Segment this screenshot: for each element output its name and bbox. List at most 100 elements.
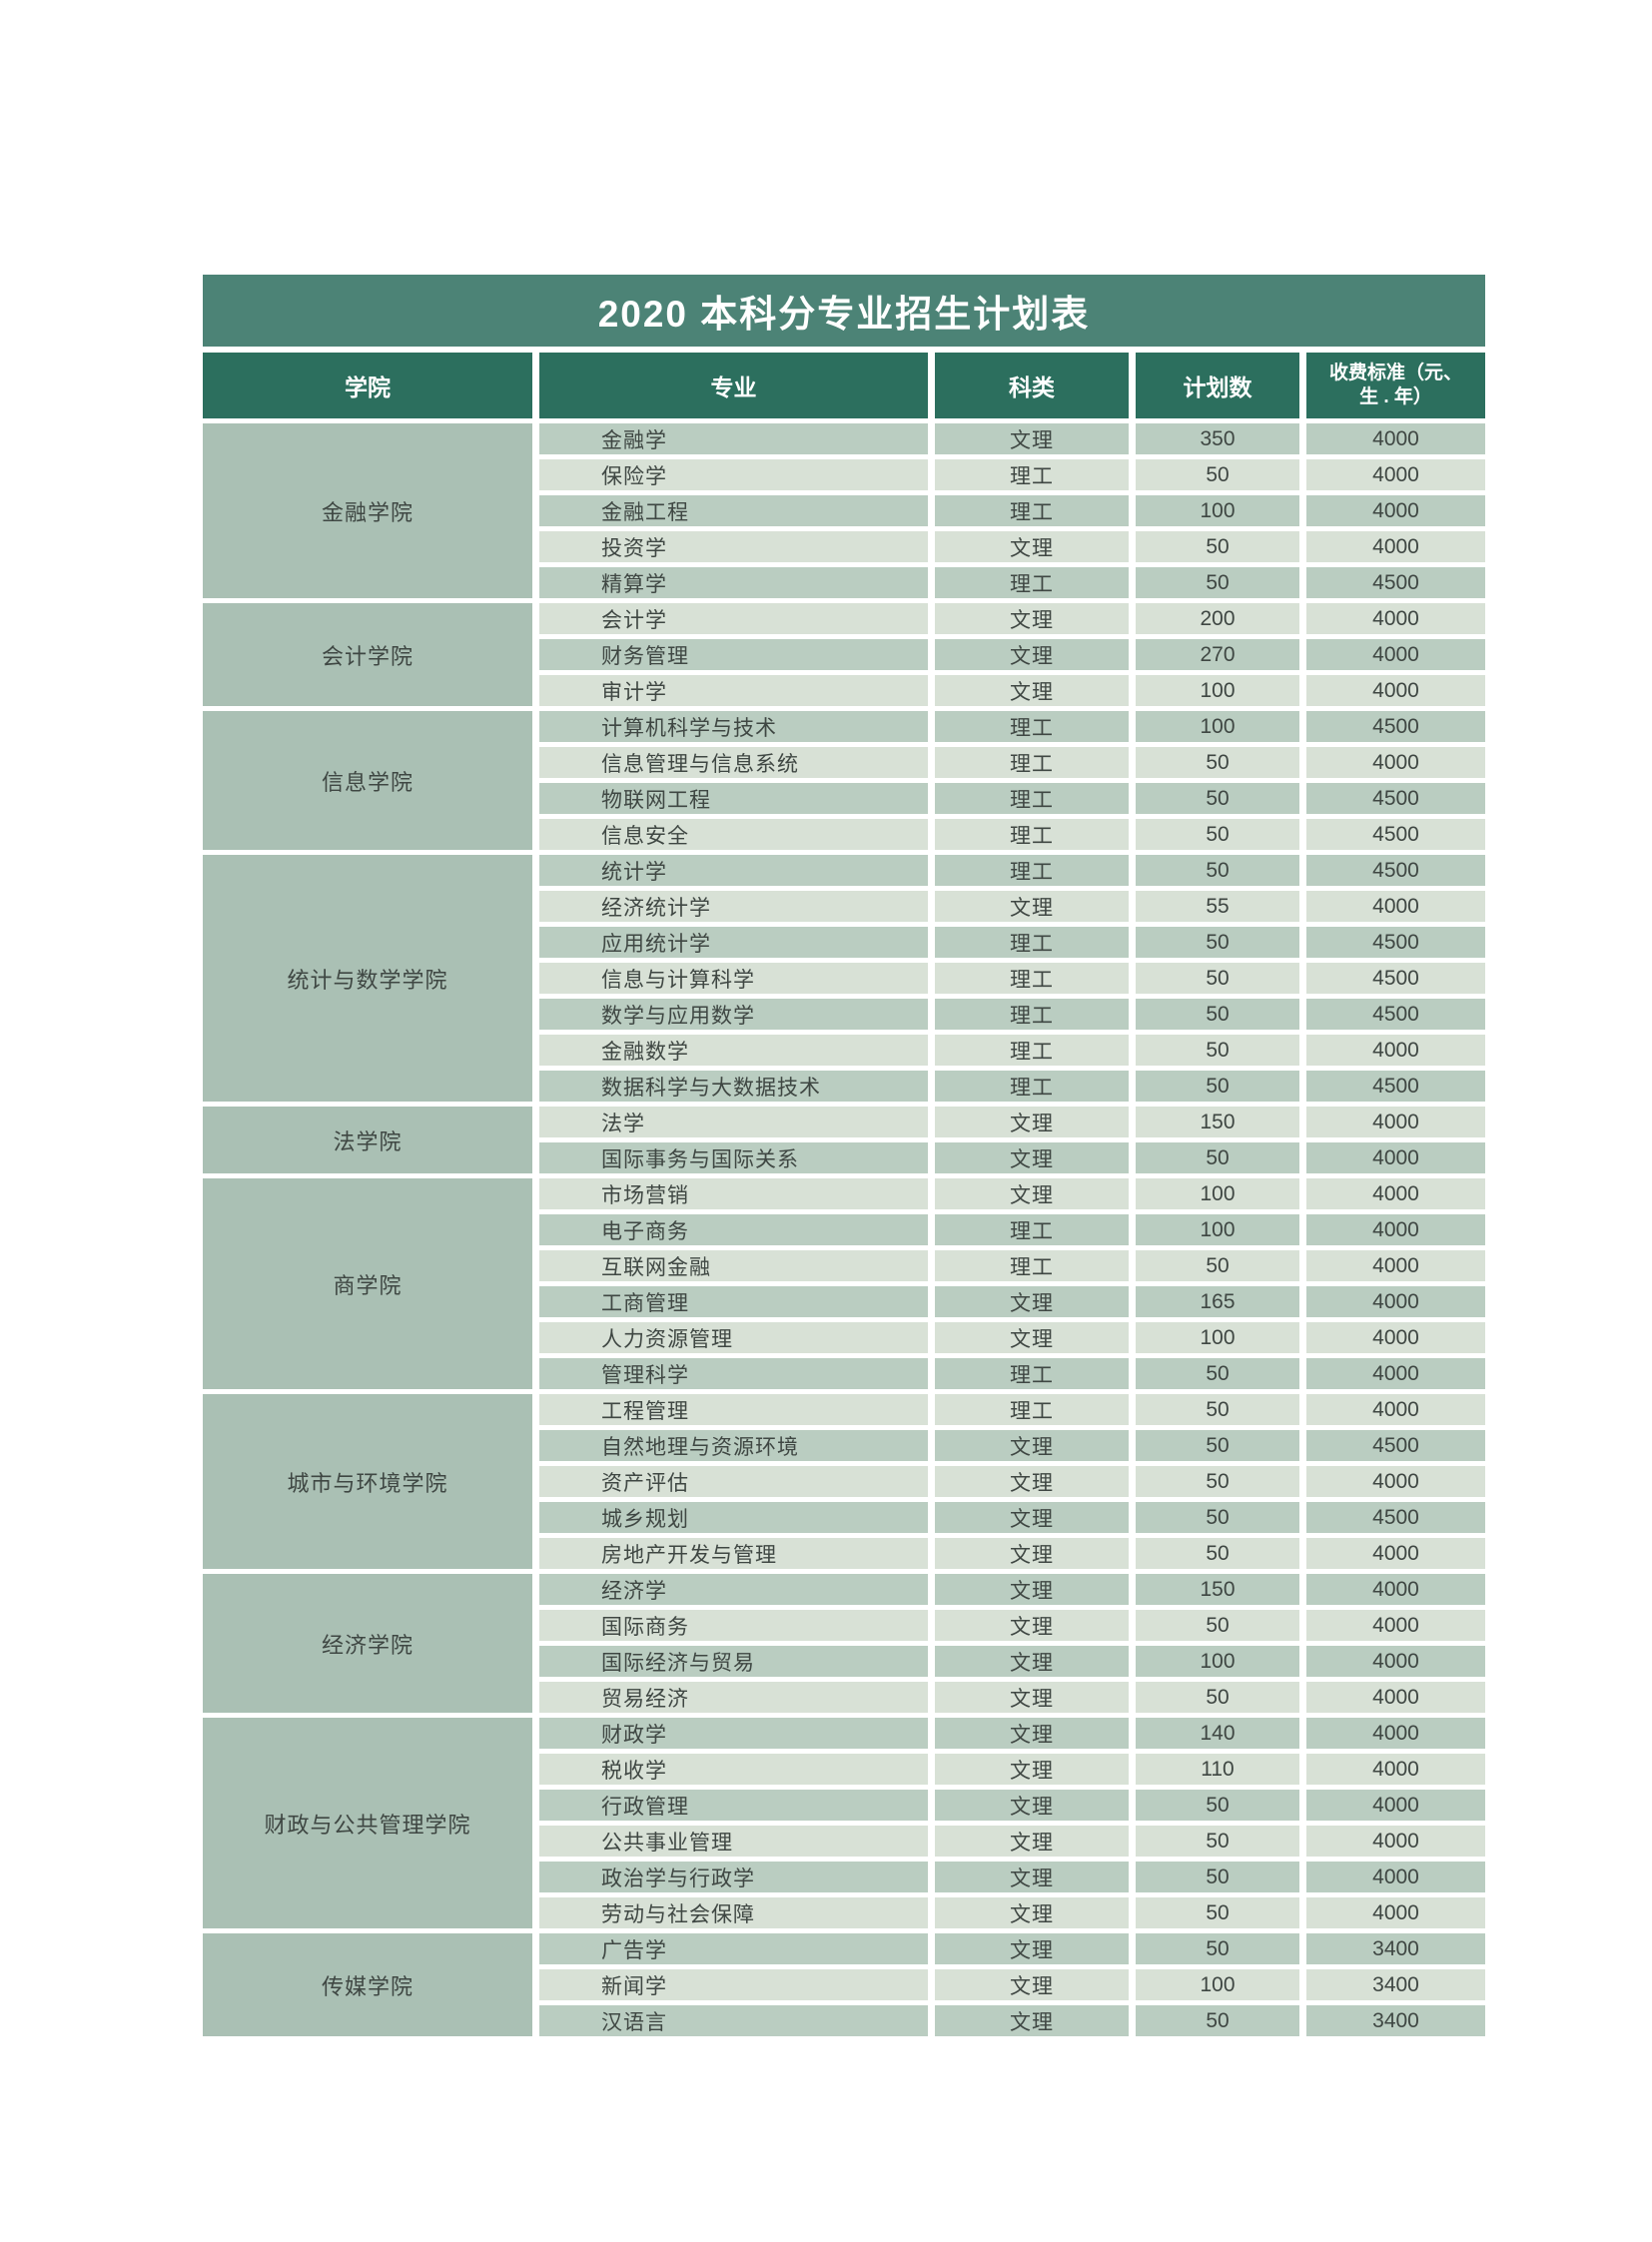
table-row: 信息管理与信息系统 理工 50 4000 <box>539 747 1485 778</box>
major-cell: 工程管理 <box>539 1394 928 1425</box>
category-cell: 理工 <box>935 855 1129 886</box>
table-row: 金融学 文理 350 4000 <box>539 423 1485 454</box>
plan-count-cell: 50 <box>1136 1035 1299 1066</box>
category-cell: 理工 <box>935 927 1129 958</box>
plan-count-cell: 50 <box>1136 1897 1299 1928</box>
table-row: 信息与计算科学 理工 50 4500 <box>539 963 1485 994</box>
table-row: 国际经济与贸易 文理 100 4000 <box>539 1646 1485 1677</box>
college-group: 财政与公共管理学院 财政学 文理 140 4000 税收学 文理 110 4000 行政管理 文理 5… <box>203 1718 1485 1928</box>
major-cell: 人力资源管理 <box>539 1322 928 1353</box>
table-row: 经济统计学 文理 55 4000 <box>539 891 1485 922</box>
category-cell: 文理 <box>935 1790 1129 1821</box>
college-group-rows: 经济学 文理 150 4000 国际商务 文理 50 4000 国际经济与贸易 文理 100 4000… <box>539 1574 1485 1713</box>
fee-cell: 4500 <box>1306 927 1485 958</box>
fee-cell: 3400 <box>1306 1969 1485 2000</box>
table-row: 公共事业管理 文理 50 4000 <box>539 1826 1485 1857</box>
plan-count-cell: 50 <box>1136 1142 1299 1173</box>
category-cell: 文理 <box>935 1969 1129 2000</box>
major-cell: 房地产开发与管理 <box>539 1538 928 1569</box>
fee-cell: 4000 <box>1306 1897 1485 1928</box>
college-group-rows: 统计学 理工 50 4500 经济统计学 文理 55 4000 应用统计学 理工 50 4500 信息与… <box>539 855 1485 1102</box>
plan-count-cell: 50 <box>1136 1682 1299 1713</box>
plan-count-cell: 200 <box>1136 603 1299 634</box>
college-cell: 财政与公共管理学院 <box>203 1718 532 1928</box>
category-cell: 文理 <box>935 891 1129 922</box>
table-row: 经济学 文理 150 4000 <box>539 1574 1485 1605</box>
plan-count-cell: 100 <box>1136 1214 1299 1245</box>
fee-cell: 4000 <box>1306 1214 1485 1245</box>
major-cell: 国际经济与贸易 <box>539 1646 928 1677</box>
category-cell: 理工 <box>935 459 1129 490</box>
fee-cell: 4000 <box>1306 639 1485 670</box>
major-cell: 数据科学与大数据技术 <box>539 1071 928 1102</box>
major-cell: 审计学 <box>539 675 928 706</box>
plan-count-cell: 100 <box>1136 495 1299 526</box>
fee-cell: 4000 <box>1306 531 1485 562</box>
table-row: 贸易经济 文理 50 4000 <box>539 1682 1485 1713</box>
category-cell: 文理 <box>935 1862 1129 1892</box>
fee-cell: 4000 <box>1306 1322 1485 1353</box>
fee-cell: 4500 <box>1306 711 1485 742</box>
major-cell: 金融工程 <box>539 495 928 526</box>
fee-cell: 4000 <box>1306 1538 1485 1569</box>
plan-count-cell: 100 <box>1136 711 1299 742</box>
plan-count-cell: 110 <box>1136 1754 1299 1785</box>
table-row: 财政学 文理 140 4000 <box>539 1718 1485 1749</box>
college-cell: 经济学院 <box>203 1574 532 1713</box>
plan-count-cell: 100 <box>1136 1322 1299 1353</box>
college-group: 统计与数学学院 统计学 理工 50 4500 经济统计学 文理 55 4000 应用统计学 理工 50… <box>203 855 1485 1102</box>
plan-count-cell: 165 <box>1136 1286 1299 1317</box>
plan-count-cell: 50 <box>1136 1538 1299 1569</box>
college-group-rows: 工程管理 理工 50 4000 自然地理与资源环境 文理 50 4500 资产评估 文理 50 400… <box>539 1394 1485 1569</box>
category-cell: 理工 <box>935 999 1129 1030</box>
table-row: 新闻学 文理 100 3400 <box>539 1969 1485 2000</box>
category-cell: 理工 <box>935 1250 1129 1281</box>
category-cell: 文理 <box>935 423 1129 454</box>
major-cell: 行政管理 <box>539 1790 928 1821</box>
category-cell: 文理 <box>935 1142 1129 1173</box>
table-body: 金融学院 金融学 文理 350 4000 保险学 理工 50 4000 金融工程 理工 100 4000… <box>203 423 1485 2036</box>
fee-cell: 4000 <box>1306 1394 1485 1425</box>
category-cell: 文理 <box>935 1107 1129 1137</box>
table-row: 应用统计学 理工 50 4500 <box>539 927 1485 958</box>
fee-cell: 4000 <box>1306 1250 1485 1281</box>
plan-count-cell: 270 <box>1136 639 1299 670</box>
table-row: 市场营销 文理 100 4000 <box>539 1178 1485 1209</box>
fee-cell: 4500 <box>1306 1430 1485 1461</box>
plan-count-cell: 50 <box>1136 1250 1299 1281</box>
plan-count-cell: 50 <box>1136 531 1299 562</box>
college-group-rows: 计算机科学与技术 理工 100 4500 信息管理与信息系统 理工 50 4000 物联网工程理… <box>539 711 1485 850</box>
major-cell: 资产评估 <box>539 1466 928 1497</box>
major-cell: 广告学 <box>539 1933 928 1964</box>
major-cell: 会计学 <box>539 603 928 634</box>
plan-count-cell: 50 <box>1136 747 1299 778</box>
table-row: 劳动与社会保障 文理 50 4000 <box>539 1897 1485 1928</box>
fee-cell: 4000 <box>1306 1107 1485 1137</box>
major-cell: 国际商务 <box>539 1610 928 1641</box>
plan-count-cell: 50 <box>1136 927 1299 958</box>
category-cell: 文理 <box>935 1826 1129 1857</box>
table-row: 工程管理 理工 50 4000 <box>539 1394 1485 1425</box>
table-row: 投资学 文理 50 4000 <box>539 531 1485 562</box>
major-cell: 工商管理 <box>539 1286 928 1317</box>
fee-cell: 4000 <box>1306 459 1485 490</box>
fee-cell: 4000 <box>1306 1178 1485 1209</box>
fee-cell: 4500 <box>1306 819 1485 850</box>
fee-cell: 3400 <box>1306 2005 1485 2036</box>
table-row: 自然地理与资源环境 文理 50 4500 <box>539 1430 1485 1461</box>
category-cell: 文理 <box>935 1430 1129 1461</box>
plan-count-cell: 50 <box>1136 783 1299 814</box>
category-cell: 文理 <box>935 1466 1129 1497</box>
plan-count-cell: 140 <box>1136 1718 1299 1749</box>
table-row: 精算学 理工 50 4500 <box>539 567 1485 598</box>
category-cell: 文理 <box>935 1718 1129 1749</box>
category-cell: 理工 <box>935 783 1129 814</box>
table-row: 信息安全 理工 50 4500 <box>539 819 1485 850</box>
category-cell: 文理 <box>935 1897 1129 1928</box>
category-cell: 理工 <box>935 819 1129 850</box>
fee-cell: 4000 <box>1306 675 1485 706</box>
plan-count-cell: 100 <box>1136 1646 1299 1677</box>
category-cell: 文理 <box>935 1502 1129 1533</box>
major-cell: 金融学 <box>539 423 928 454</box>
college-cell: 信息学院 <box>203 711 532 850</box>
